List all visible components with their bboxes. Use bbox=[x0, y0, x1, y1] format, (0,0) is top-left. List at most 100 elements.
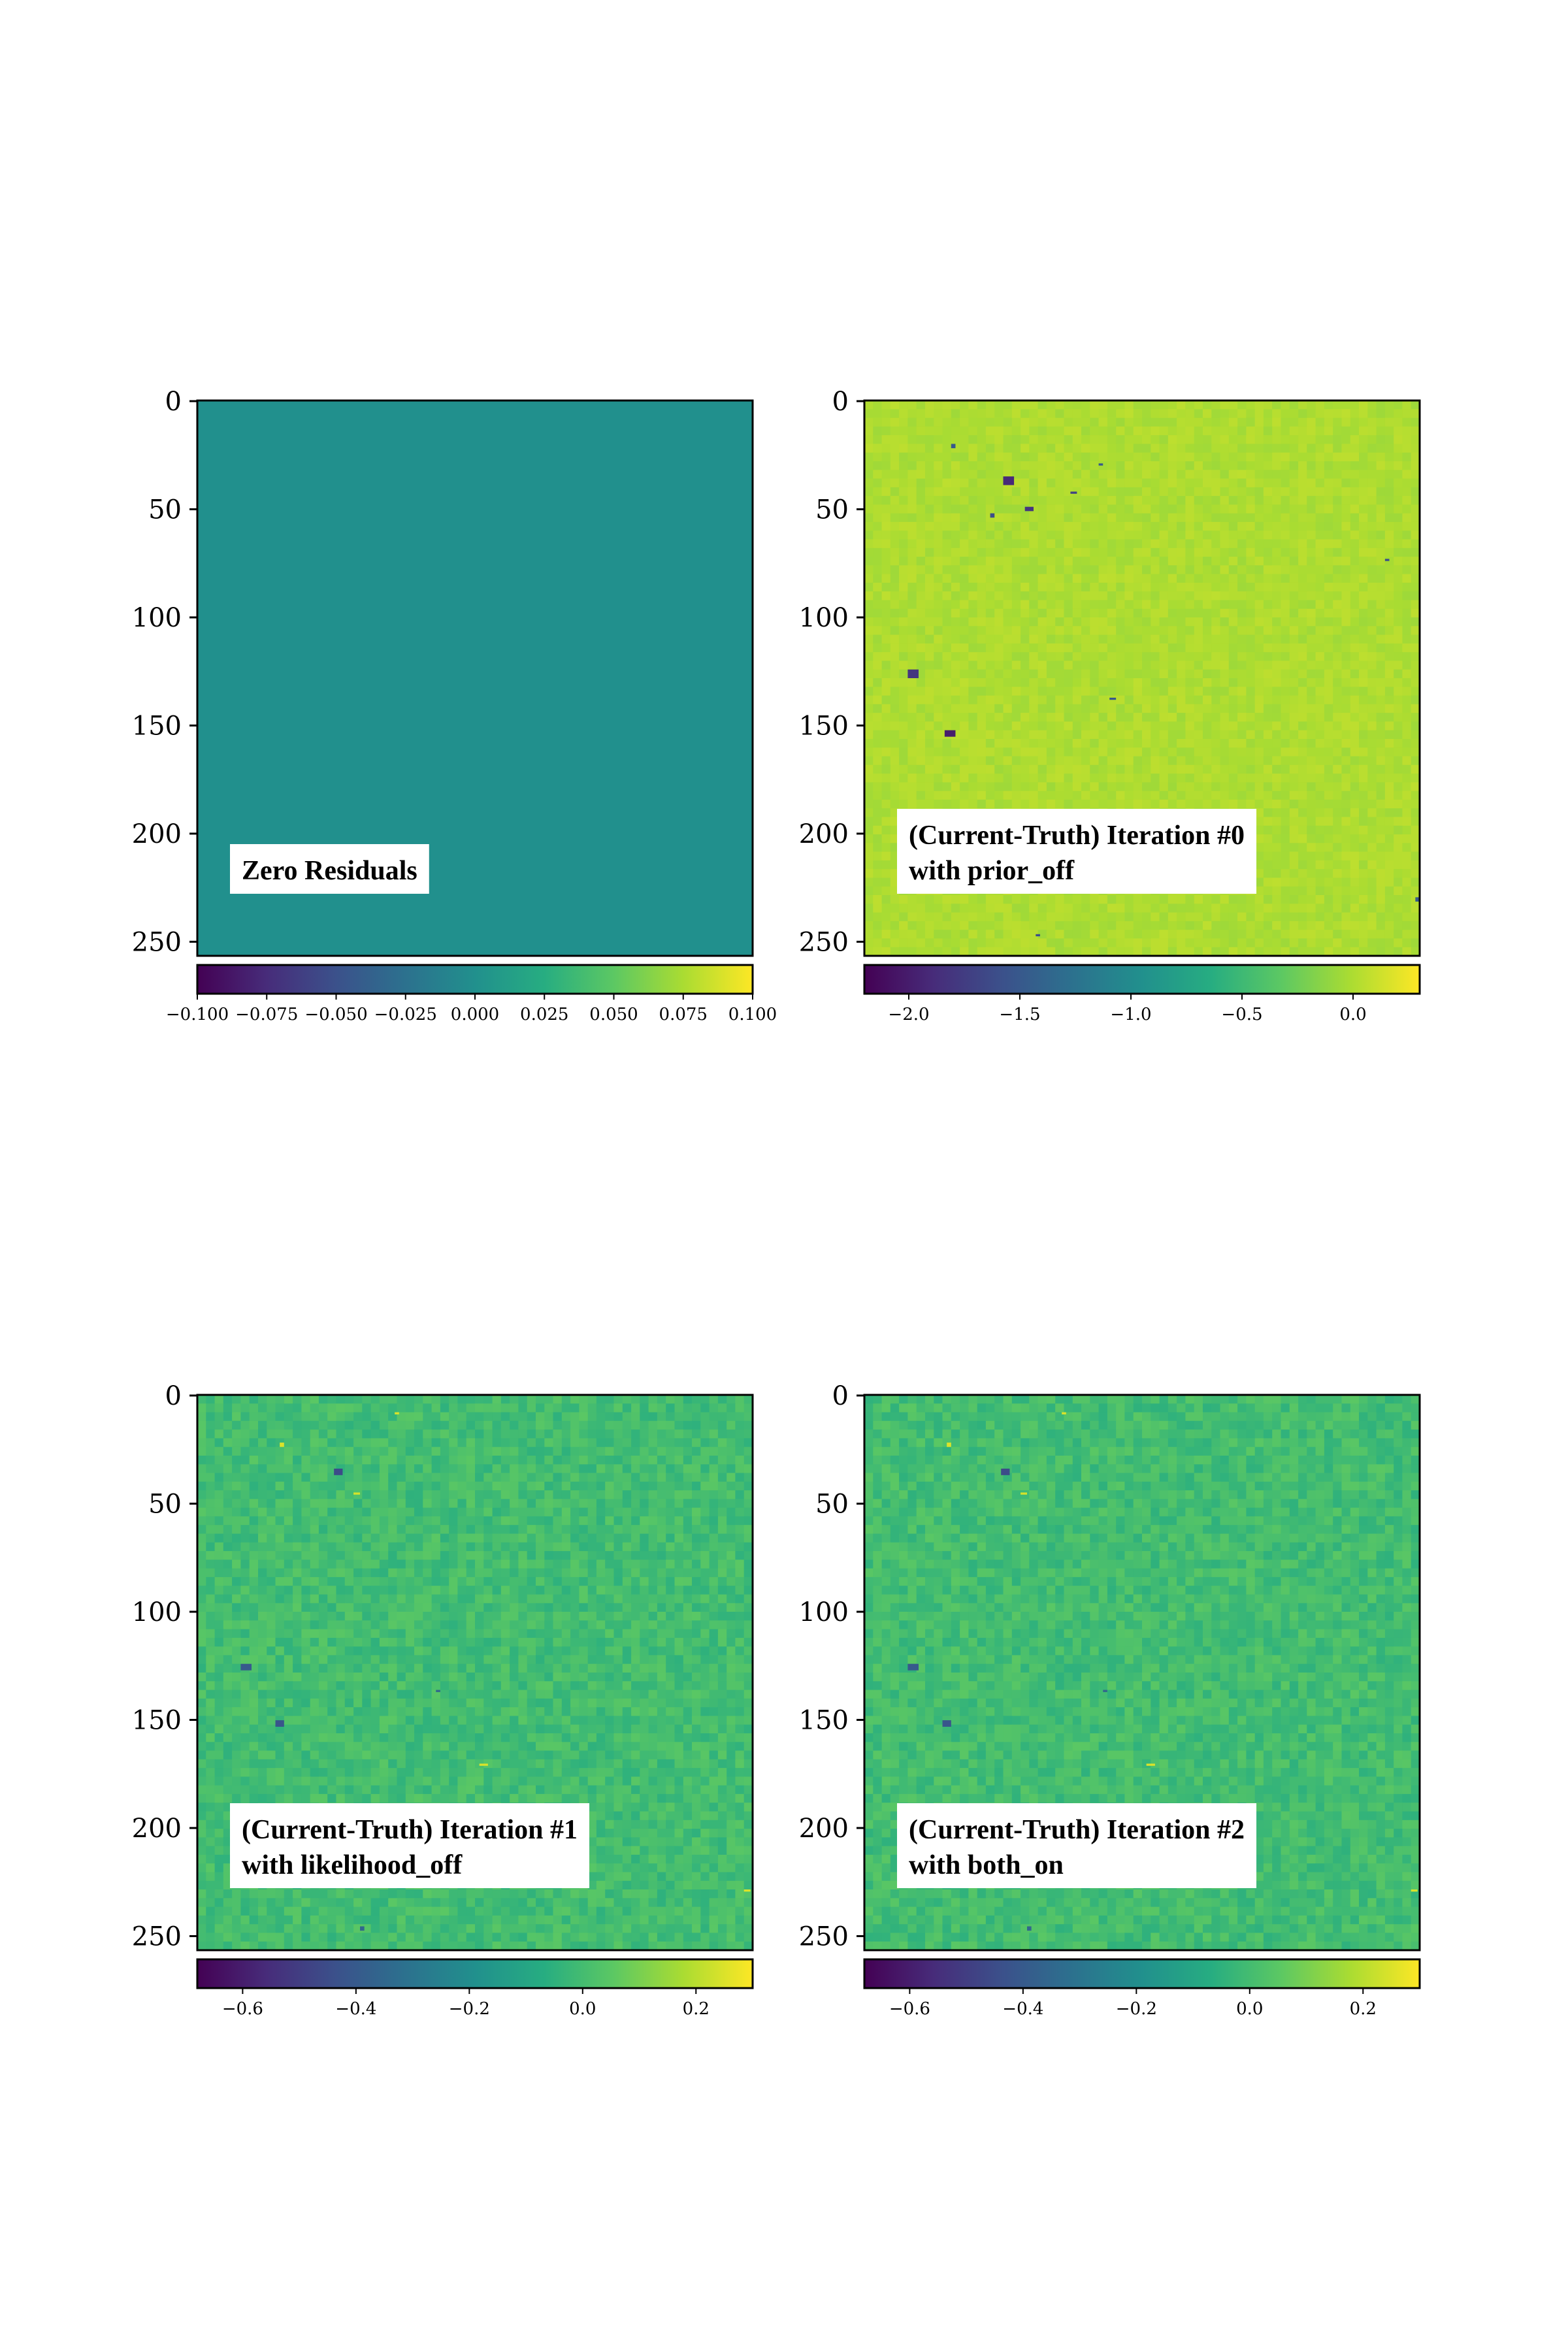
y-tick-label: 150 bbox=[799, 711, 849, 741]
outlier-patch bbox=[436, 1690, 440, 1692]
y-tick-label: 250 bbox=[799, 1921, 849, 1952]
outlier-patch bbox=[1098, 463, 1103, 466]
outlier-patch bbox=[1027, 1926, 1032, 1931]
colorbar-tick-label: −2.0 bbox=[888, 1005, 929, 1024]
colorbar: −0.6 −0.4 −0.2 0.0 0.2 bbox=[863, 1958, 1421, 2019]
outlier-patch bbox=[944, 730, 956, 737]
colorbar: −0.6 −0.4 −0.2 0.0 0.2 bbox=[196, 1958, 754, 2019]
annotation-box: (Current-Truth) Iteration #0 with prior_o… bbox=[897, 809, 1257, 894]
colorbar: −2.0 −1.5 −1.0 −0.5 0.0 bbox=[863, 964, 1421, 1024]
axes-frame bbox=[863, 399, 1421, 957]
annotation-text: (Current-Truth) Iteration #1 bbox=[242, 1815, 578, 1845]
colorbar-gradient bbox=[196, 964, 754, 995]
outlier-patch bbox=[1384, 559, 1390, 561]
annotation-text: Zero Residuals bbox=[242, 856, 417, 886]
annotation-box: (Current-Truth) Iteration #2 with both_on bbox=[897, 1803, 1257, 1888]
outlier-patch bbox=[1146, 1763, 1155, 1766]
annotation-background bbox=[230, 1803, 590, 1888]
subplot-2: 0 50 100 150 200 250 (Current-Truth) Iteration… bbox=[799, 387, 1421, 1024]
y-tick-label: 100 bbox=[799, 1597, 849, 1627]
heatmap-noise bbox=[864, 400, 1420, 956]
y-tick-label: 200 bbox=[799, 1814, 849, 1844]
outlier-patch bbox=[334, 1468, 343, 1475]
y-tick-label: 50 bbox=[815, 1489, 849, 1519]
outlier-patch bbox=[1036, 934, 1040, 937]
outlier-patch bbox=[907, 669, 919, 678]
subplot-3: 0 50 100 150 200 250 (Current-Truth) Iteration… bbox=[132, 1381, 754, 2019]
outlier-patch bbox=[990, 513, 995, 518]
y-tick-label: 0 bbox=[832, 1381, 849, 1411]
colorbar-tick-label: 0.0 bbox=[1236, 1999, 1263, 2019]
y-tick-label: 200 bbox=[132, 1814, 182, 1844]
y-tick-label: 200 bbox=[799, 819, 849, 849]
annotation-background bbox=[230, 844, 429, 894]
outlier-patch bbox=[275, 1720, 284, 1727]
outlier-patch bbox=[240, 1663, 252, 1671]
colorbar-tick-label: −0.4 bbox=[335, 1999, 376, 2019]
outlier-patch bbox=[353, 1492, 361, 1495]
annotation-background bbox=[897, 1803, 1257, 1888]
annotation-text: (Current-Truth) Iteration #0 bbox=[909, 821, 1245, 851]
colorbar-tick-label: −0.100 bbox=[166, 1005, 229, 1024]
axes-frame bbox=[196, 1394, 754, 1952]
colorbar-gradient bbox=[863, 964, 1421, 995]
y-tick-label: 0 bbox=[832, 387, 849, 417]
subplot-1: 0 50 100 150 200 250 Zero Residuals −0.100 −0.07… bbox=[132, 387, 777, 1024]
outlier-patch bbox=[1411, 1889, 1418, 1892]
outlier-patch bbox=[1003, 476, 1015, 485]
colorbar-gradient bbox=[863, 1958, 1421, 1989]
outlier-patch bbox=[1415, 897, 1420, 902]
y-tick-label: 100 bbox=[132, 1597, 182, 1627]
y-tick-label: 50 bbox=[148, 495, 182, 525]
outlier-patch bbox=[479, 1763, 488, 1766]
annotation-box: Zero Residuals bbox=[230, 844, 429, 894]
colorbar-tick-label: −1.5 bbox=[999, 1005, 1040, 1024]
axes-frame bbox=[863, 1394, 1421, 1952]
outlier-patch bbox=[395, 1412, 399, 1414]
y-tick-label: 100 bbox=[132, 603, 182, 633]
colorbar-tick-label: −0.5 bbox=[1221, 1005, 1262, 1024]
annotation-text: with prior_off bbox=[909, 856, 1075, 886]
outlier-patch bbox=[1062, 1412, 1066, 1414]
colorbar-tick-label: 0.025 bbox=[520, 1005, 568, 1024]
annotation-background bbox=[897, 809, 1257, 894]
subplot-4: 0 50 100 150 200 250 (Current-Truth) Iteration… bbox=[799, 1381, 1421, 2019]
outlier-patch bbox=[1070, 491, 1077, 494]
colorbar-tick-label: −0.025 bbox=[374, 1005, 437, 1024]
annotation-text: (Current-Truth) Iteration #2 bbox=[909, 1815, 1245, 1845]
colorbar-tick-label: 0.100 bbox=[728, 1005, 777, 1024]
colorbar-tick-label: −0.2 bbox=[449, 1999, 490, 2019]
outlier-patch bbox=[360, 1926, 365, 1931]
y-tick-label: 0 bbox=[165, 1381, 182, 1411]
colorbar-tick-label: −0.075 bbox=[235, 1005, 298, 1024]
colorbar-gradient bbox=[196, 1958, 754, 1989]
outlier-patch bbox=[1001, 1468, 1010, 1475]
y-tick-label: 250 bbox=[799, 927, 849, 957]
y-tick-label: 100 bbox=[799, 603, 849, 633]
colorbar-tick-label: −0.2 bbox=[1116, 1999, 1157, 2019]
colorbar-tick-label: −0.6 bbox=[222, 1999, 263, 2019]
y-tick-label: 200 bbox=[132, 819, 182, 849]
y-tick-label: 250 bbox=[132, 1921, 182, 1952]
outlier-patch bbox=[1024, 506, 1034, 512]
outlier-patch bbox=[280, 1443, 284, 1447]
annotation-box: (Current-Truth) Iteration #1 with likelih… bbox=[230, 1803, 590, 1888]
y-tick-label: 150 bbox=[799, 1705, 849, 1735]
outlier-patch bbox=[1109, 697, 1117, 700]
annotation-text: with likelihood_off bbox=[242, 1850, 463, 1880]
colorbar-tick-label: 0.0 bbox=[1339, 1005, 1366, 1024]
colorbar-tick-label: −0.6 bbox=[889, 1999, 930, 2019]
outlier-patch bbox=[1021, 1492, 1028, 1495]
outlier-patch bbox=[1103, 1690, 1107, 1692]
y-tick-label: 150 bbox=[132, 711, 182, 741]
axes-frame bbox=[196, 399, 754, 957]
colorbar-tick-label: 0.2 bbox=[683, 1999, 710, 2019]
colorbar-tick-label: 0.000 bbox=[451, 1005, 499, 1024]
colorbar-tick-label: 0.075 bbox=[659, 1005, 708, 1024]
colorbar-tick-label: −1.0 bbox=[1110, 1005, 1151, 1024]
outlier-patch bbox=[743, 1889, 751, 1892]
outlier-patch bbox=[947, 1443, 951, 1447]
colorbar-tick-label: −0.4 bbox=[1002, 1999, 1043, 2019]
y-tick-label: 250 bbox=[132, 927, 182, 957]
